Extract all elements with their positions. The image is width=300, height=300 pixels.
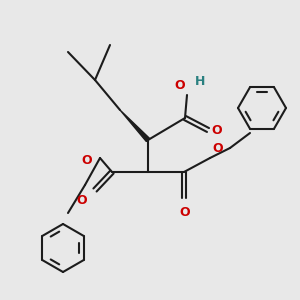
Text: O: O bbox=[174, 79, 185, 92]
Text: H: H bbox=[195, 75, 206, 88]
Polygon shape bbox=[120, 110, 150, 142]
Text: O: O bbox=[212, 142, 223, 155]
Text: O: O bbox=[81, 154, 92, 166]
Text: O: O bbox=[211, 124, 222, 137]
Text: O: O bbox=[76, 194, 87, 207]
Text: O: O bbox=[180, 206, 190, 219]
